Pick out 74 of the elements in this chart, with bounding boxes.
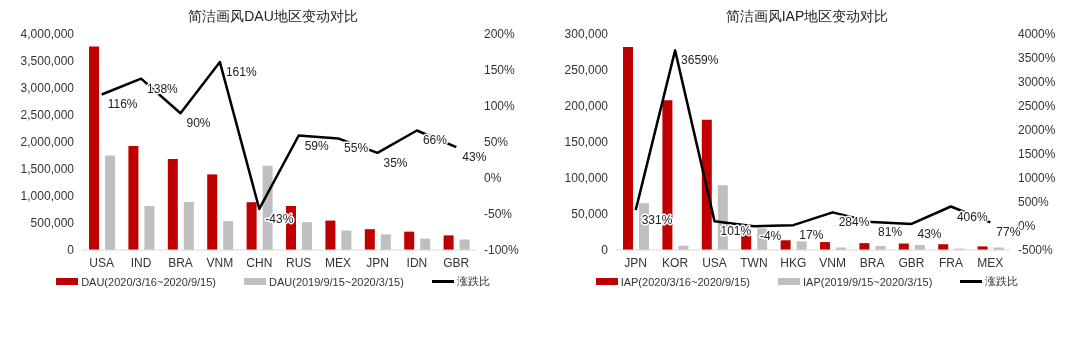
y-tick-label: 150,000 [564,135,609,150]
y-tick-label: 4,000,000 [20,27,75,42]
legend-label: IAP(2020/3/16~2020/9/15) [620,275,750,288]
x-tick-label: FRA [938,255,963,270]
y-tick-label: 500,000 [30,216,75,231]
y-tick-label: 0 [67,243,75,258]
y2-tick-label: 500% [1018,195,1050,210]
y2-tick-label: 3500% [1018,51,1056,66]
y-tick-label: 2,500,000 [20,108,75,123]
data-label: 55% [344,141,369,156]
data-label: 3659% [681,53,719,68]
x-tick-label: BRA [168,255,193,270]
y2-tick-label: -500% [1018,243,1054,258]
y2-tick-label: 1000% [1018,171,1056,186]
data-label: 116% [107,97,138,112]
data-label: 43% [917,226,942,241]
y-tick-label: 50,000 [571,207,609,222]
data-label: 161% [225,65,257,80]
x-tick-label: CHN [246,255,273,270]
y2-tick-label: 1500% [1018,147,1056,162]
x-tick-label: KOR [662,255,689,270]
legend-label: 涨跌比 [456,274,490,289]
x-tick-label: VNM [206,255,234,270]
y2-tick-label: 50% [484,135,509,150]
x-tick-label: MEX [977,255,1004,270]
x-tick-label: IND [130,255,152,270]
data-label: 101% [720,224,752,239]
x-tick-label: BRA [859,255,885,270]
x-tick-label: JPN [624,255,648,270]
y-tick-label: 1,500,000 [20,162,75,177]
y2-tick-label: 3000% [1018,75,1056,90]
legend-label: DAU(2020/3/16~2020/9/15) [81,275,216,288]
data-label: 43% [462,150,487,165]
y2-tick-label: 0% [484,171,502,186]
y-tick-label: 0 [601,243,609,258]
y-tick-label: 250,000 [564,63,609,78]
y-tick-label: 200,000 [564,99,609,114]
data-label: -4% [759,229,782,244]
y2-tick-label: 2500% [1018,99,1056,114]
y-tick-label: 2,000,000 [20,135,75,150]
y-tick-label: 100,000 [564,171,609,186]
y2-tick-label: -100% [484,243,520,258]
x-tick-label: IDN [406,255,428,270]
x-tick-label: RUS [286,255,312,270]
x-tick-label: GBR [898,255,925,270]
data-label: 17% [799,228,824,243]
data-label: 81% [878,225,903,240]
y-tick-label: 3,500,000 [20,54,75,69]
y-tick-label: 3,000,000 [20,81,75,96]
y-tick-label: 300,000 [564,27,609,42]
data-label: 284% [838,215,870,230]
x-tick-label: TWN [740,255,768,270]
x-tick-label: USA [702,255,727,270]
data-label: 59% [304,138,330,153]
y2-tick-label: 200% [484,27,516,42]
data-label: 35% [383,155,408,170]
x-tick-label: VNM [819,255,847,270]
x-tick-label: MEX [325,255,352,270]
y-tick-label: 1,000,000 [20,189,75,204]
data-label: 90% [186,116,211,131]
x-tick-label: HKG [780,255,807,270]
legend-label: DAU(2019/9/15~2020/3/15) [269,275,404,288]
chart-title: 简洁画风DAU地区变动对比 [187,8,359,26]
chart-title: 简洁画风IAP地区变动对比 [724,8,890,26]
y2-tick-label: 2000% [1018,123,1056,138]
legend-label: 涨跌比 [985,274,1019,289]
x-tick-label: USA [89,255,115,270]
x-tick-label: JPN [366,255,389,270]
legend-label: IAP(2019/9/15~2020/3/15) [803,275,933,288]
y2-tick-label: -50% [484,207,513,222]
y2-tick-label: 4000% [1018,27,1056,42]
x-tick-label: GBR [443,255,470,270]
y2-tick-label: 150% [484,63,516,78]
y2-tick-label: 100% [484,99,516,114]
